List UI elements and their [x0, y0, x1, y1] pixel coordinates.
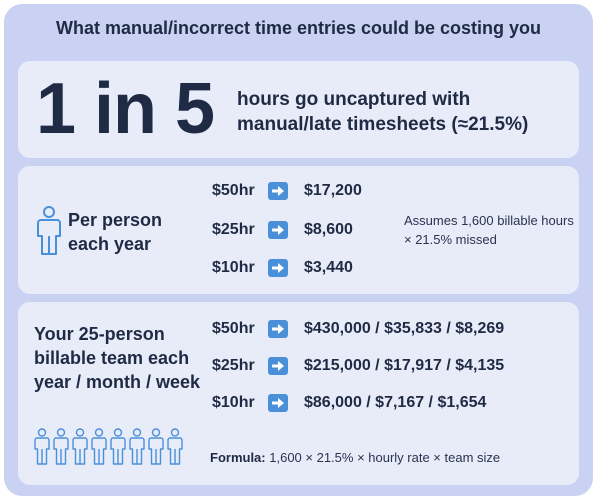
person-outline-icon [36, 206, 62, 256]
rate-row: $25hr $8,600 [212, 221, 353, 239]
infographic-card: What manual/incorrect time entries could… [4, 4, 593, 496]
team-cost-value: $430,000 / $35,833 / $8,269 [304, 320, 504, 338]
team-rate-row: $25hr $215,000 / $17,917 / $4,135 [212, 357, 504, 375]
rate-label: $10hr [212, 394, 268, 412]
team-rate-row: $10hr $86,000 / $7,167 / $1,654 [212, 394, 486, 412]
assumption-note: Assumes 1,600 billable hours × 21.5% mis… [404, 211, 574, 249]
formula-text: Formula: 1,600 × 21.5% × hourly rate × t… [210, 450, 500, 465]
team-cost-value: $86,000 / $7,167 / $1,654 [304, 394, 486, 412]
team-outline-icon [34, 428, 190, 468]
summary-panel: 1 in 5 hours go uncaptured with manual/l… [18, 61, 579, 158]
ratio-description: hours go uncaptured with manual/late tim… [237, 87, 567, 137]
arrow-right-icon [268, 221, 288, 239]
rate-label: $10hr [212, 259, 268, 277]
per-person-label: Per person each year [68, 208, 198, 256]
arrow-right-icon [268, 182, 288, 200]
arrow-right-icon [268, 357, 288, 375]
rate-row: $10hr $3,440 [212, 259, 353, 277]
rate-row: $50hr $17,200 [212, 182, 362, 200]
team-label: Your 25-person billable team each year /… [34, 322, 204, 394]
team-cost-value: $215,000 / $17,917 / $4,135 [304, 357, 504, 375]
cost-value: $17,200 [304, 182, 362, 200]
arrow-right-icon [268, 259, 288, 277]
team-rate-row: $50hr $430,000 / $35,833 / $8,269 [212, 320, 504, 338]
rate-label: $25hr [212, 357, 268, 375]
rate-label: $50hr [212, 182, 268, 200]
cost-value: $3,440 [304, 259, 353, 277]
team-panel: Your 25-person billable team each year /… [18, 302, 579, 485]
arrow-right-icon [268, 320, 288, 338]
cost-value: $8,600 [304, 221, 353, 239]
formula-expression: 1,600 × 21.5% × hourly rate × team size [269, 450, 500, 465]
headline: What manual/incorrect time entries could… [4, 18, 593, 39]
rate-label: $25hr [212, 221, 268, 239]
rate-label: $50hr [212, 320, 268, 338]
formula-label: Formula: [210, 450, 266, 465]
ratio-figure: 1 in 5 [36, 73, 214, 145]
per-person-panel: Per person each year $50hr $17,200 $25hr… [18, 166, 579, 294]
arrow-right-icon [268, 394, 288, 412]
